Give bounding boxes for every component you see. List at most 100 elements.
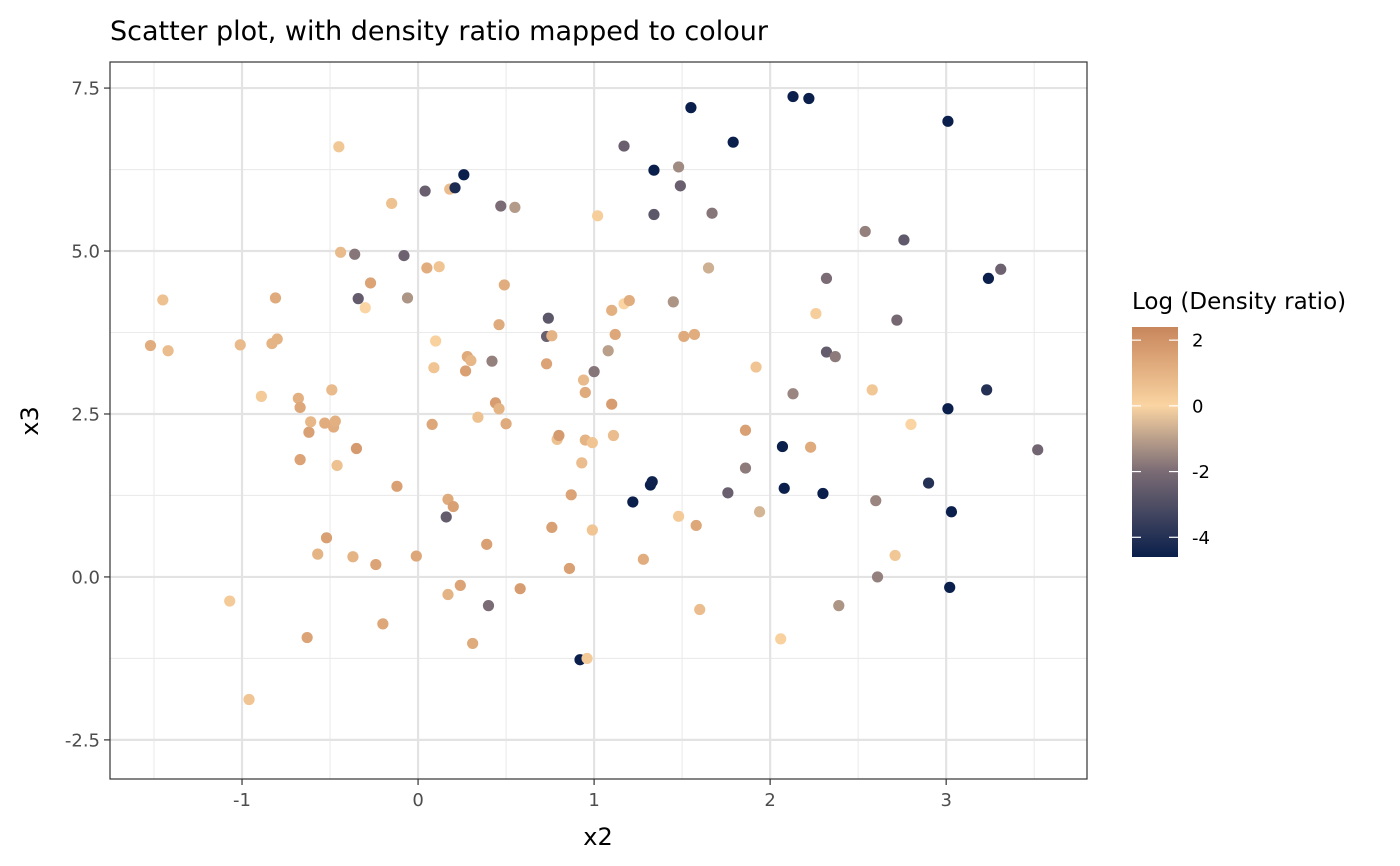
scatter-point xyxy=(674,180,686,192)
scatter-point xyxy=(775,633,787,645)
major-gridlines xyxy=(110,62,1087,779)
legend-break-label: -2 xyxy=(1192,462,1210,483)
scatter-point xyxy=(481,538,493,550)
legend-title: Log (Density ratio) xyxy=(1132,289,1346,315)
chart-title: Scatter plot, with density ratio mapped … xyxy=(110,16,769,47)
scatter-point xyxy=(391,480,403,492)
scatter-point xyxy=(648,164,660,176)
panel-border xyxy=(109,61,1088,780)
scatter-point xyxy=(609,328,621,341)
scatter-point xyxy=(870,495,882,507)
scatter-point xyxy=(688,328,701,341)
scatter-point xyxy=(458,169,470,181)
scatter-point xyxy=(579,386,591,399)
scatter-point xyxy=(866,384,878,396)
scatter-point xyxy=(347,551,359,563)
panel-background xyxy=(110,62,1087,779)
scatter-point xyxy=(586,437,598,449)
scatter-point xyxy=(942,403,954,415)
scatter-point xyxy=(739,462,752,474)
scatter-point xyxy=(820,272,833,285)
x-tick-label: -1 xyxy=(233,790,251,811)
scatter-point xyxy=(627,496,639,508)
scatter-point xyxy=(292,392,304,404)
scatter-point xyxy=(459,365,472,377)
scatter-point xyxy=(702,262,715,274)
scatter-point xyxy=(945,506,958,518)
y-tick-label: 5.0 xyxy=(71,242,100,263)
y-tick-label: 2.5 xyxy=(71,404,100,425)
scatter-point xyxy=(465,354,477,367)
colour-legend: Log (Density ratio) 2 0 -2 -4 xyxy=(1132,289,1346,557)
scatter-point xyxy=(588,366,600,378)
scatter-point xyxy=(540,358,553,370)
scatter-point xyxy=(810,308,822,320)
scatter-point xyxy=(386,197,398,210)
scatter-point xyxy=(803,92,815,105)
scatter-point xyxy=(546,521,558,533)
scatter-point xyxy=(350,442,363,455)
scatter-point xyxy=(859,225,871,238)
scatter-point xyxy=(294,401,306,414)
scatter-point xyxy=(787,90,799,103)
scatter-point xyxy=(428,362,440,374)
scatter-point xyxy=(433,261,445,273)
scatter-point xyxy=(370,558,382,571)
scatter-point xyxy=(331,459,343,472)
scatter-point xyxy=(820,346,833,358)
scatter-point xyxy=(410,550,422,562)
scatter-point xyxy=(982,272,995,285)
scatter-point xyxy=(672,161,685,173)
x-tick-label: 0 xyxy=(412,790,423,811)
scatter-point xyxy=(498,279,510,291)
scatter-point xyxy=(514,583,526,595)
scatter-point xyxy=(739,424,752,436)
scatter-point xyxy=(563,562,576,575)
scatter-point xyxy=(778,482,790,494)
scatter-point xyxy=(500,418,512,430)
scatter-point xyxy=(607,429,620,442)
scatter-point xyxy=(829,351,841,363)
y-tick-label: 7.5 xyxy=(71,79,100,100)
scatter-point xyxy=(995,263,1007,275)
scatter-point xyxy=(694,603,706,616)
y-axis-title: x3 xyxy=(16,406,44,435)
x-axis: -1 0 1 2 3 xyxy=(233,779,952,811)
scatter-point xyxy=(495,200,507,212)
scatter-point xyxy=(426,418,438,431)
scatter-point xyxy=(546,330,558,342)
scatter-point xyxy=(833,600,845,612)
scatter-point xyxy=(440,511,452,523)
scatter-point xyxy=(449,182,461,194)
scatter-point xyxy=(576,457,588,469)
scatter-point xyxy=(234,339,246,351)
scatter-point xyxy=(359,302,371,314)
scatter-point xyxy=(269,292,282,304)
scatter-point xyxy=(944,581,956,593)
scatter-point xyxy=(472,411,484,423)
scatter-point xyxy=(776,440,789,453)
scatter-point xyxy=(224,595,236,607)
scatter-point xyxy=(255,390,267,402)
scatter-point xyxy=(144,339,157,352)
scatter-point xyxy=(637,553,649,565)
scatter-point xyxy=(592,210,604,222)
scatter-point xyxy=(1032,444,1044,456)
scatter-point xyxy=(553,429,565,442)
scatter-point xyxy=(685,102,697,114)
data-points xyxy=(144,90,1044,706)
legend-ticks: 2 0 -2 -4 xyxy=(1132,331,1210,549)
y-tick-label: 0.0 xyxy=(71,567,100,588)
scatter-point xyxy=(157,294,169,306)
scatter-point xyxy=(542,312,554,324)
scatter-point xyxy=(430,335,442,347)
scatter-point xyxy=(301,631,313,644)
scatter-point xyxy=(706,207,718,219)
legend-break-label: 2 xyxy=(1192,331,1203,352)
scatter-point xyxy=(577,374,590,386)
scatter-point xyxy=(333,141,345,153)
scatter-point xyxy=(648,208,660,221)
scatter-point xyxy=(294,454,306,466)
scatter-point xyxy=(753,506,766,518)
scatter-point xyxy=(905,418,917,431)
